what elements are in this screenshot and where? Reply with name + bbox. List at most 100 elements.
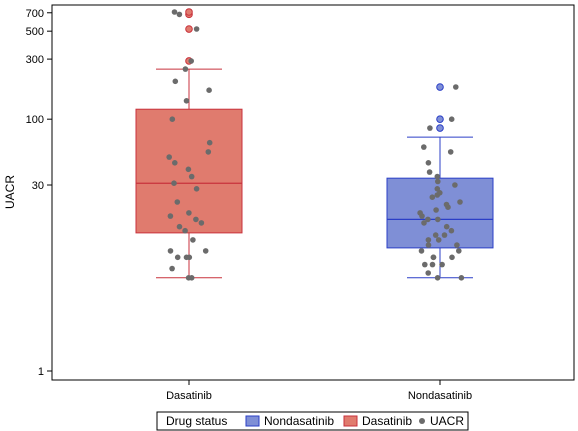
y-tick-label: 30	[32, 180, 44, 192]
uacr-point	[169, 116, 176, 122]
uacr-point	[454, 242, 460, 248]
outlier-marker	[185, 8, 193, 16]
uacr-point	[457, 199, 463, 205]
uacr-point	[174, 199, 181, 205]
y-tick-label: 100	[26, 114, 44, 126]
uacr-point	[176, 223, 183, 230]
legend-swatch	[245, 415, 260, 427]
uacr-point	[421, 144, 427, 150]
uacr-point	[205, 149, 212, 155]
uacr-point	[182, 227, 188, 234]
legend-entry: Nondasatinib	[264, 414, 334, 428]
uacr-point	[198, 220, 205, 226]
uacr-point	[443, 223, 450, 230]
uacr-point	[430, 254, 437, 261]
legend: Drug status Nondasatinib Dasatinib UACR	[156, 411, 469, 431]
uacr-point	[193, 26, 200, 32]
x-tick-label: Dasatinib	[166, 390, 212, 402]
uacr-point	[183, 98, 190, 104]
box-group-dasatinib	[135, 8, 243, 281]
uacr-point	[435, 178, 441, 185]
iqr-box	[386, 177, 494, 249]
uacr-point	[206, 87, 212, 93]
uacr-point	[425, 270, 432, 276]
uacr-point	[190, 237, 196, 243]
uacr-point	[167, 248, 174, 254]
uacr-point	[188, 275, 195, 281]
legend-entry: Dasatinib	[362, 414, 412, 428]
uacr-point	[182, 66, 189, 72]
uacr-point	[434, 186, 441, 192]
legend-dot	[419, 418, 425, 424]
uacr-point	[417, 210, 423, 216]
uacr-point	[176, 11, 183, 18]
uacr-point	[453, 84, 459, 90]
outlier-marker	[185, 25, 193, 33]
uacr-point	[448, 227, 455, 234]
uacr-point	[188, 58, 194, 64]
uacr-point	[427, 125, 433, 131]
uacr-point	[425, 237, 432, 243]
uacr-point	[449, 254, 455, 261]
uacr-point	[433, 207, 439, 213]
outlier-marker	[436, 124, 444, 132]
uacr-point	[425, 242, 432, 248]
uacr-point	[186, 210, 192, 216]
y-axis-title: UACR	[3, 175, 17, 209]
legend-title: Drug status	[166, 414, 227, 428]
uacr-point	[425, 216, 431, 223]
uacr-point	[425, 160, 432, 166]
uacr-point	[426, 169, 433, 175]
uacr-point	[435, 237, 442, 243]
y-tick-label: 300	[26, 54, 44, 66]
y-axis: 1 30 100 300 500 700	[26, 8, 52, 378]
uacr-point	[171, 9, 178, 15]
uacr-point	[422, 261, 428, 268]
uacr-point	[169, 265, 175, 272]
uacr-point	[421, 220, 427, 226]
uacr-point	[437, 190, 443, 196]
uacr-point	[458, 275, 465, 281]
uacr-point	[167, 213, 174, 219]
outlier-marker	[436, 115, 444, 123]
uacr-point	[172, 78, 179, 85]
uacr-point	[448, 116, 455, 122]
legend-box	[156, 411, 469, 431]
uacr-point	[185, 166, 192, 173]
uacr-point	[447, 149, 454, 155]
uacr-point	[174, 254, 181, 261]
plot-frame	[51, 4, 575, 381]
uacr-point	[188, 173, 195, 180]
y-tick-label: 1	[38, 366, 44, 378]
box-group-nondasatinib	[386, 83, 494, 281]
uacr-point	[441, 232, 448, 238]
uacr-point	[206, 139, 213, 146]
y-tick-label: 700	[26, 8, 44, 20]
outlier-marker	[436, 83, 444, 91]
x-axis: Dasatinib Nondasatinib	[166, 380, 472, 402]
box-groups	[135, 8, 494, 281]
uacr-point	[443, 201, 450, 208]
legend-swatch	[343, 415, 358, 427]
uacr-point	[435, 216, 441, 223]
uacr-point	[171, 180, 177, 186]
uacr-point	[418, 248, 425, 254]
uacr-point	[429, 261, 436, 268]
legend-entry: UACR	[430, 414, 464, 428]
uacr-point	[429, 194, 436, 200]
uacr-point	[202, 248, 209, 254]
uacr-point	[193, 216, 199, 223]
uacr-point	[172, 160, 178, 166]
uacr-point	[432, 232, 439, 238]
uacr-point	[439, 261, 445, 268]
uacr-point	[186, 254, 193, 261]
uacr-point	[193, 186, 200, 192]
uacr-point	[456, 248, 462, 254]
y-tick-label: 500	[26, 26, 44, 38]
uacr-point	[434, 173, 441, 180]
uacr-point	[434, 275, 441, 281]
uacr-point	[452, 182, 458, 188]
uacr-point	[166, 154, 172, 160]
x-tick-label: Nondasatinib	[408, 390, 472, 402]
